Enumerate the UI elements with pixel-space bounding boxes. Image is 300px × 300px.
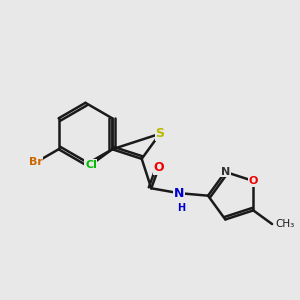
Text: Br: Br <box>29 158 43 167</box>
Text: H: H <box>177 202 185 213</box>
Text: S: S <box>155 127 164 140</box>
Text: N: N <box>221 167 230 177</box>
Text: CH₃: CH₃ <box>276 219 295 229</box>
Text: Cl: Cl <box>85 160 97 170</box>
Text: O: O <box>249 176 258 186</box>
Text: N: N <box>173 187 184 200</box>
Text: O: O <box>153 161 164 174</box>
